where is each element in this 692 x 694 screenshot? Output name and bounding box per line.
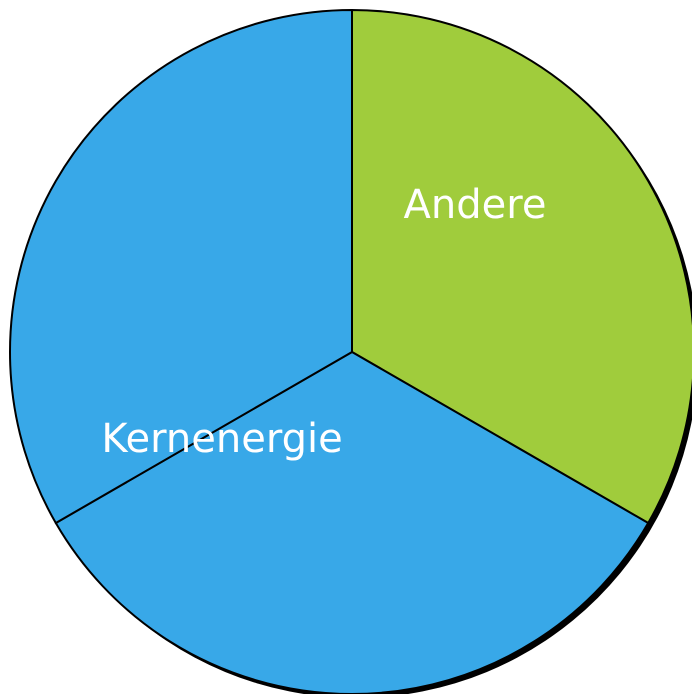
- pie-slice: [351, 8, 692, 525]
- slice-label: Kernenergie: [101, 416, 342, 462]
- slice-label: Andere: [404, 182, 547, 228]
- pie-slice: [9, 8, 353, 525]
